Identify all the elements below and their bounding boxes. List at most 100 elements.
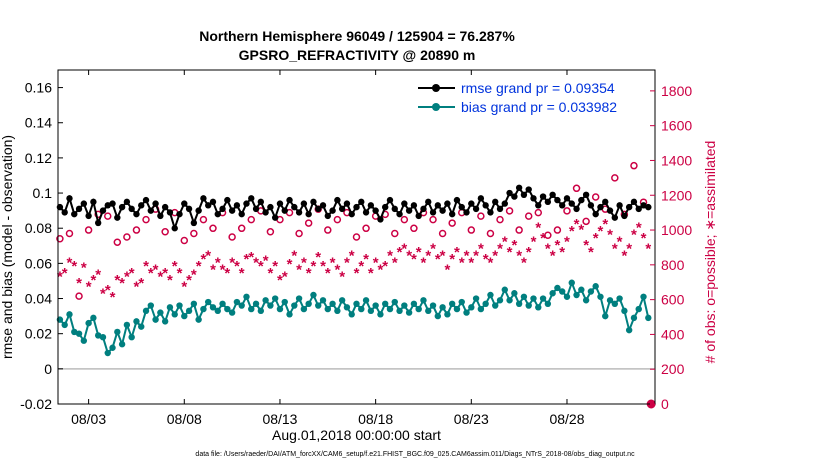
rmse-point (90, 198, 97, 206)
bias-point (90, 314, 97, 322)
bias-point (353, 300, 360, 307)
assimilated-obs-marker: * (349, 247, 355, 264)
y2-tick-label: 0 (661, 396, 669, 412)
assimilated-obs-marker: * (306, 265, 312, 282)
rmse-point (468, 200, 475, 207)
assimilated-obs-marker: * (114, 272, 120, 289)
legend-rmse-marker (432, 84, 440, 92)
bias-point (578, 286, 585, 293)
rmse-point (171, 225, 178, 232)
assimilated-obs-marker: * (454, 244, 460, 261)
assimilated-obs-marker: * (148, 265, 154, 282)
bias-point (544, 300, 552, 307)
y-axis-label: rmse and bias (model - observation) (0, 135, 15, 359)
bias-point (315, 302, 322, 309)
bias-point (420, 297, 427, 304)
rmse-point (243, 200, 250, 207)
bias-point (611, 300, 619, 307)
assimilated-obs-marker: * (205, 247, 211, 264)
bias-point (530, 295, 537, 302)
bias-point (195, 316, 202, 323)
bias-point (401, 302, 408, 309)
assimilated-obs-marker: * (258, 258, 264, 275)
assimilated-obs-marker: * (71, 258, 77, 275)
bias-point (99, 334, 107, 341)
assimilated-obs-marker: * (153, 261, 159, 278)
y2-ticks: 0 200 400 600 800 1000 1200 1400 1600 1800 (650, 83, 692, 412)
chart-title-line2: GPSRO_REFRACTIVITY @ 20890 m (238, 47, 476, 63)
assimilated-obs-marker: * (177, 265, 183, 282)
assimilated-obs-marker: * (86, 279, 92, 296)
bias-point (243, 293, 250, 300)
rmse-point (190, 219, 198, 227)
rmse-point (396, 210, 403, 218)
bias-point (61, 321, 68, 329)
possible-obs-marker (534, 208, 543, 217)
rmse-point (161, 203, 169, 211)
assimilated-obs-marker: * (641, 230, 647, 247)
assimilated-obs-marker: * (311, 258, 317, 275)
assimilated-obs-marker: * (215, 254, 221, 271)
bias-point (176, 302, 183, 309)
y2-tick-label: 800 (661, 257, 685, 273)
bias-point (554, 284, 561, 292)
assimilated-obs-marker: * (416, 244, 422, 261)
bias-point (348, 311, 355, 318)
y-tick-label: 0.06 (25, 255, 52, 271)
bias-point (563, 293, 571, 300)
rmse-point (539, 193, 547, 200)
rmse-point (573, 205, 580, 213)
rmse-point (348, 210, 355, 218)
possible-obs-marker (515, 226, 523, 234)
rmse-point (99, 207, 107, 214)
rmse-point (429, 209, 437, 216)
assimilated-obs-marker: * (483, 251, 489, 268)
bias-point (181, 312, 188, 320)
bias-point (319, 297, 327, 304)
assimilated-obs-marker: * (516, 247, 522, 264)
assimilated-obs-marker: * (492, 247, 498, 264)
assimilated-obs-marker: * (358, 258, 364, 275)
possible-obs-marker (486, 229, 495, 238)
rmse-point (520, 191, 528, 199)
y2-tick-label: 1600 (661, 118, 692, 134)
bias-point (482, 300, 489, 307)
bias-point (109, 344, 116, 351)
bias-point (75, 330, 83, 337)
bias-point (496, 297, 504, 304)
bias-point (228, 309, 236, 316)
possible-obs-marker (266, 228, 275, 236)
bias-point (133, 318, 140, 325)
bias-point (515, 300, 523, 307)
assimilated-obs-marker: * (229, 254, 235, 271)
rmse-point (477, 195, 485, 202)
rmse-point (554, 196, 561, 204)
assimilated-obs-marker: * (578, 221, 584, 238)
bias-point (252, 300, 260, 307)
chart-title-line1: Northern Hemisphere 96049 / 125904 = 76.… (199, 28, 515, 44)
assimilated-obs-marker: * (291, 247, 297, 264)
bias-point (606, 297, 614, 304)
bias-point (372, 302, 379, 309)
rmse-point (228, 207, 236, 214)
assimilated-obs-marker: * (550, 247, 556, 264)
assimilated-obs-marker: * (631, 227, 637, 244)
rmse-point (114, 214, 121, 221)
assimilated-obs-marker: * (354, 265, 360, 282)
rmse-point (61, 209, 68, 216)
rmse-point (80, 200, 88, 207)
bias-point (645, 314, 652, 322)
bias-point (295, 295, 303, 302)
assimilated-obs-marker: * (248, 249, 254, 266)
assimilated-obs-marker: * (263, 253, 269, 270)
rmse-point (147, 207, 155, 214)
assimilated-obs-marker: * (478, 240, 484, 257)
possible-obs-marker (572, 184, 581, 193)
legend: rmse grand pr = 0.09354 bias grand pr = … (418, 80, 617, 115)
rmse-point (582, 191, 590, 199)
possible-obs-marker (237, 224, 246, 233)
rmse-point (463, 209, 470, 216)
rmse-point (592, 210, 599, 218)
bias-point (520, 293, 528, 300)
bias-point (343, 304, 351, 311)
